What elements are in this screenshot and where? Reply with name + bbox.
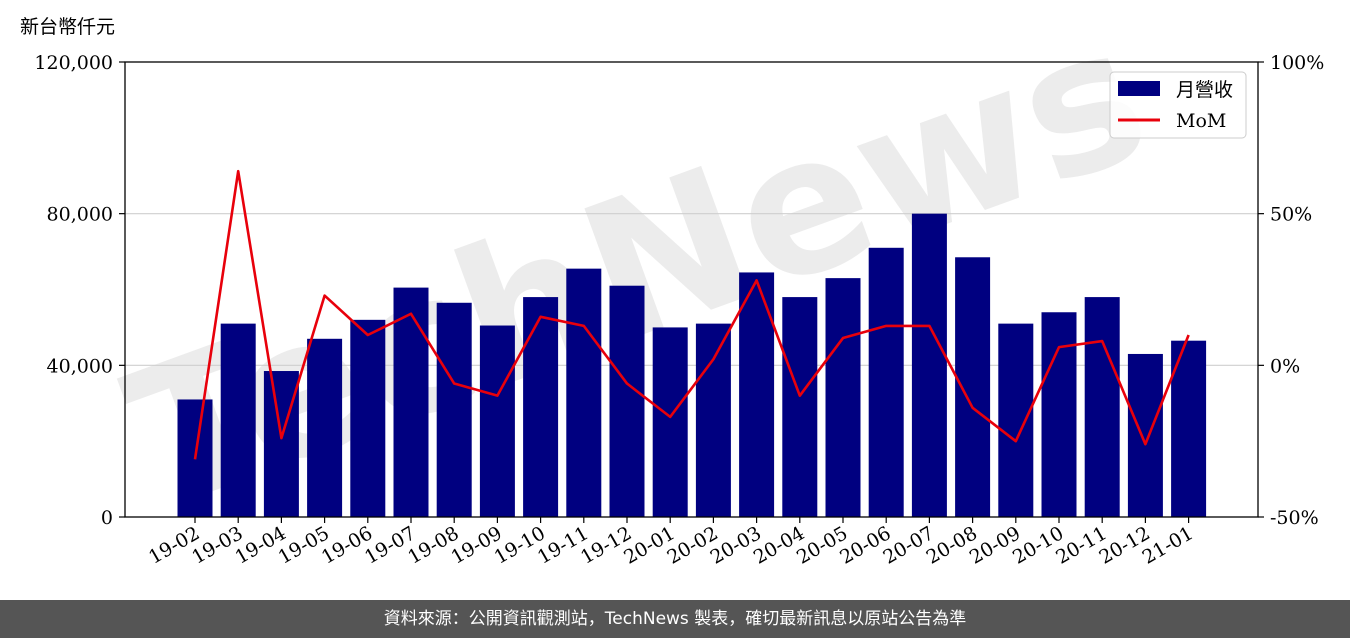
bar-20-11: [1084, 297, 1120, 517]
bar-19-11: [566, 268, 602, 517]
right-tick-label: -50%: [1270, 507, 1319, 529]
legend-swatch-bar: [1118, 81, 1160, 96]
legend-label-mom: MoM: [1176, 110, 1226, 132]
mom-line-series: [193, 169, 1190, 460]
right-tick-label: 100%: [1270, 52, 1324, 74]
bar-19-03: [220, 323, 256, 517]
mom-line: [193, 169, 1190, 460]
bar-20-04: [782, 297, 818, 517]
bar-19-09: [479, 325, 515, 517]
bar-19-12: [609, 285, 645, 517]
right-tick-label: 0%: [1270, 355, 1300, 377]
right-axis: -50% 0% 50% 100%: [1258, 52, 1324, 529]
bar-19-06: [350, 319, 386, 517]
bar-20-03: [739, 272, 775, 517]
bar-20-05: [825, 278, 861, 517]
bar-19-08: [436, 302, 472, 517]
legend: 月營收 MoM: [1109, 71, 1247, 139]
left-tick-label: 80,000: [47, 204, 113, 226]
unit-label: 新台幣仟元: [20, 16, 115, 38]
plot-frame: [124, 61, 1259, 518]
left-tick-label: 120,000: [34, 52, 113, 74]
bar-20-02: [695, 323, 731, 517]
right-tick-label: 50%: [1270, 204, 1312, 226]
bar-21-01: [1171, 340, 1207, 517]
bar-20-09: [998, 323, 1034, 517]
bar-20-12: [1127, 353, 1163, 517]
bar-series: [177, 213, 1207, 517]
x-tick-label-21-01: 21-01: [1139, 522, 1197, 568]
bar-20-07: [911, 213, 947, 517]
bar-19-05: [307, 338, 343, 517]
left-tick-label: 0: [101, 507, 113, 529]
bar-19-04: [263, 371, 299, 517]
left-axis: 0 40,000 80,000 120,000: [34, 52, 125, 529]
legend-label-revenue: 月營收: [1176, 79, 1233, 101]
x-axis: 19-0219-0319-0419-0519-0619-0719-0819-09…: [145, 517, 1197, 569]
bar-19-10: [523, 297, 559, 517]
bar-19-07: [393, 287, 429, 517]
bar-20-10: [1041, 312, 1077, 517]
bar-20-06: [868, 247, 904, 517]
bar-20-01: [652, 327, 688, 517]
left-tick-label: 40,000: [47, 355, 113, 377]
source-footer: 資料來源：公開資訊觀測站，TechNews 製表，確切最新訊息以原站公告為準: [0, 600, 1350, 638]
